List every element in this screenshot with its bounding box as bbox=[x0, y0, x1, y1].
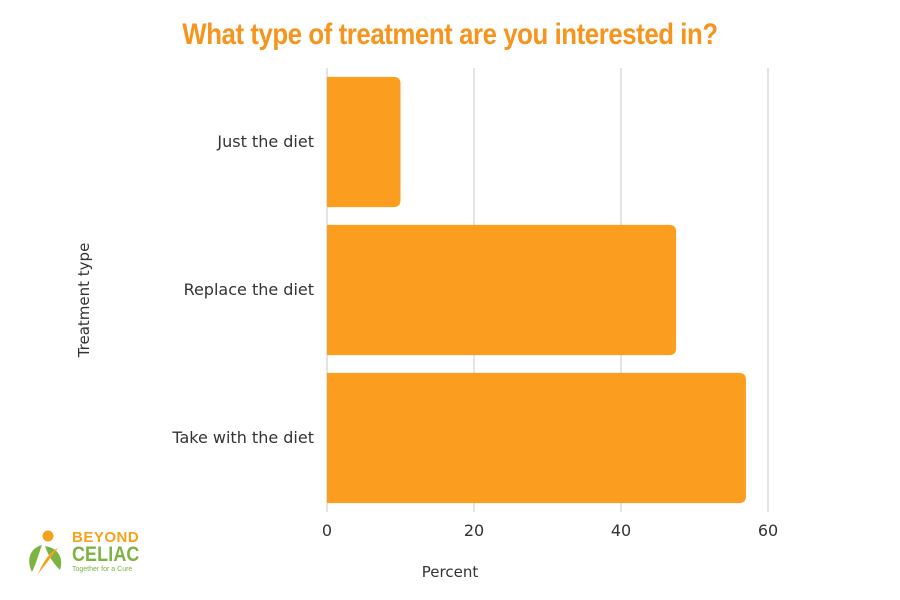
x-tick-label: 0 bbox=[322, 521, 332, 540]
bar-replace-the-diet bbox=[327, 224, 677, 356]
category-label: Replace the diet bbox=[184, 280, 314, 299]
logo-tagline: Together for a Cure bbox=[72, 566, 133, 573]
category-label: Take with the diet bbox=[171, 428, 314, 447]
category-label: Just the diet bbox=[216, 132, 314, 151]
bar-just-the-diet bbox=[327, 76, 401, 208]
logo-brand-line1: BEYOND bbox=[72, 529, 140, 546]
chart-title: What type of treatment are you intereste… bbox=[182, 18, 718, 51]
leaf-person-icon bbox=[29, 530, 62, 574]
x-tick-label: 20 bbox=[464, 521, 484, 540]
x-tick-label: 60 bbox=[758, 521, 778, 540]
logo-brand-line2: CELIAC bbox=[72, 543, 140, 566]
bar-take-with-the-diet bbox=[327, 372, 746, 504]
y-axis-label: Treatment type bbox=[75, 242, 93, 358]
x-tick-label: 40 bbox=[611, 521, 631, 540]
beyond-celiac-logo: BEYOND CELIAC Together for a Cure bbox=[24, 526, 154, 578]
x-axis-label: Percent bbox=[421, 563, 479, 581]
